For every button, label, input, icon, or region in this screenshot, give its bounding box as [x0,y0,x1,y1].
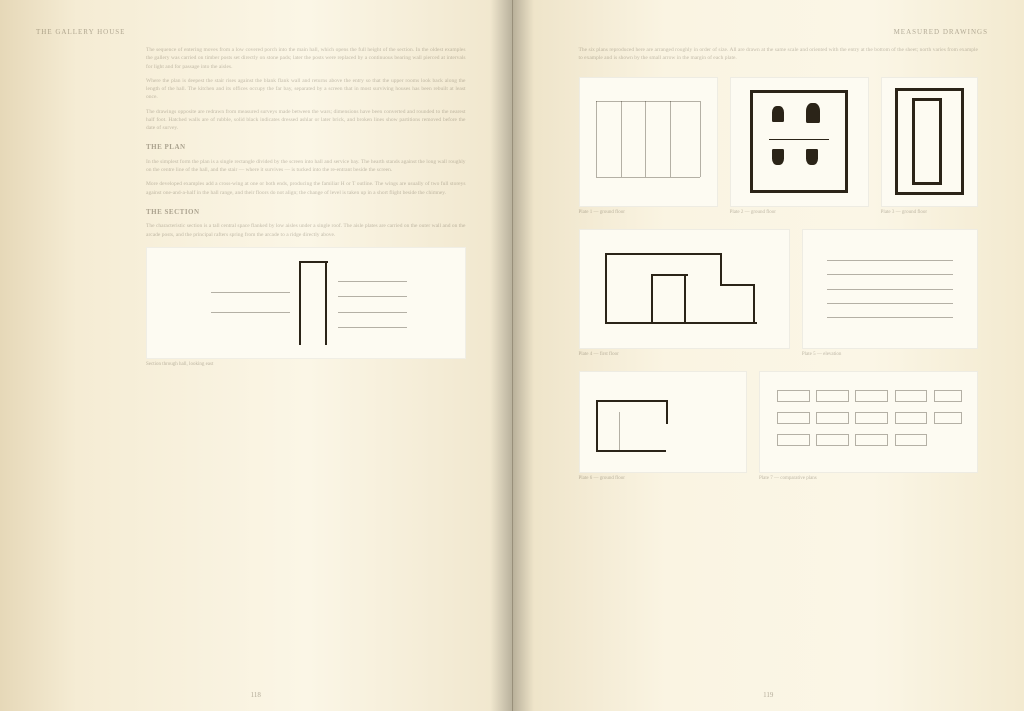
figure-row: Plate 6 — ground floor [579,371,979,481]
comparative-plans-plate-7 [759,371,978,473]
paragraph: The sequence of entering moves from a lo… [146,46,466,71]
subheading: THE SECTION [146,207,466,218]
figure-row: Plate 4 — first floor Plate 5 — elevatio… [579,229,979,357]
paragraph: The characteristic section is a tall cen… [146,222,466,239]
figure-cell: Plate 3 — ground floor [881,77,978,215]
intro-paragraph: The six plans reproduced here are arrang… [579,46,979,63]
figure-row: Plate 1 — ground floor Plate 2 — ground … [579,77,979,215]
figure-grid: Plate 1 — ground floor Plate 2 — ground … [579,77,979,481]
figure-cell: Plate 5 — elevation [802,229,978,357]
figure-caption: Plate 5 — elevation [802,352,978,357]
paragraph: More developed examples add a cross-wing… [146,180,466,197]
figure-caption: Plate 2 — ground floor [730,210,869,215]
right-page: MEASURED DRAWINGS The six plans reproduc… [513,0,1024,711]
body-text-block-1: The sequence of entering moves from a lo… [146,46,466,239]
figure-cell: Plate 7 — comparative plans [759,371,978,481]
floor-plan-plate-5 [802,229,978,349]
figure-caption: Section through hall, looking east [146,362,476,367]
floor-plan-plate-2 [730,77,869,207]
paragraph: In the simplest form the plan is a singl… [146,158,466,175]
page-number: 118 [251,691,261,699]
page-number: 119 [763,691,773,699]
running-head-right: MEASURED DRAWINGS [549,28,989,36]
figure-caption: Plate 4 — first floor [579,352,790,357]
figure-caption: Plate 6 — ground floor [579,476,747,481]
figure-cell: Plate 6 — ground floor [579,371,747,481]
floor-plan-plate-3 [881,77,978,207]
floor-plan-plate-1 [579,77,718,207]
book-spread: THE GALLERY HOUSE The sequence of enteri… [0,0,1024,711]
floor-plan-plate-6 [579,371,747,473]
paragraph: Where the plan is deepest the stair rise… [146,77,466,102]
subheading: THE PLAN [146,142,466,153]
figure-caption: Plate 3 — ground floor [881,210,978,215]
section-figure [146,247,466,359]
figure-caption: Plate 1 — ground floor [579,210,718,215]
running-head-left: THE GALLERY HOUSE [36,28,476,36]
floor-plan-plate-4 [579,229,790,349]
figure-cell: Plate 1 — ground floor [579,77,718,215]
paragraph: The drawings opposite are redrawn from m… [146,108,466,133]
figure-cell: Plate 2 — ground floor [730,77,869,215]
figure-cell: Plate 4 — first floor [579,229,790,357]
paragraph: The six plans reproduced here are arrang… [579,46,979,63]
figure-caption: Plate 7 — comparative plans [759,476,978,481]
left-page: THE GALLERY HOUSE The sequence of enteri… [0,0,513,711]
